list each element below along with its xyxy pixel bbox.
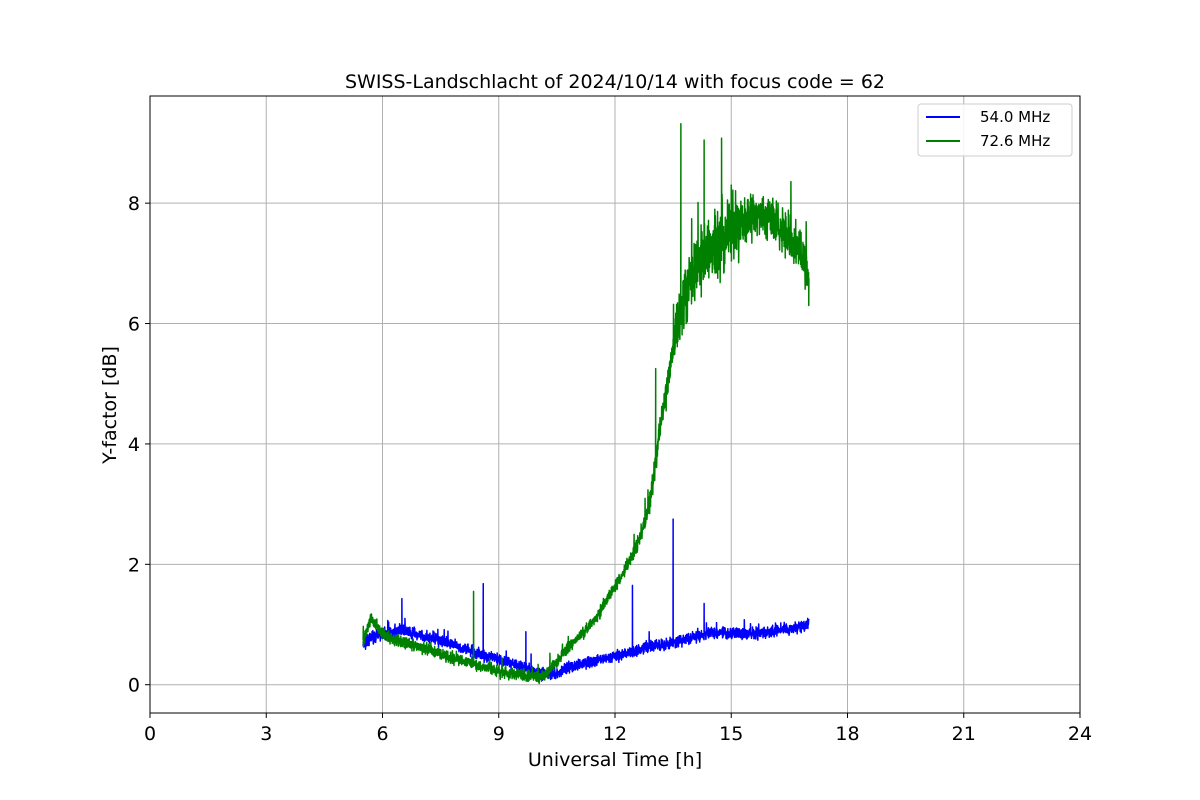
- y-tick-label: 4: [128, 434, 140, 456]
- legend-label: 72.6 MHz: [980, 132, 1050, 150]
- plot-series: [362, 122, 810, 685]
- x-tick-label: 21: [952, 723, 976, 745]
- y-axis-ticks: 0 2 4 6 8: [128, 193, 150, 697]
- y-tick-label: 6: [128, 314, 140, 336]
- x-axis-ticks: 0 3 6 9 12 15 18 21 24: [144, 713, 1092, 745]
- y-tick-label: 2: [128, 554, 140, 576]
- x-tick-label: 12: [603, 723, 627, 745]
- series-line-2: [362, 122, 810, 685]
- y-axis-label: Y-factor [dB]: [99, 346, 121, 465]
- y-tick-label: 0: [128, 675, 140, 697]
- x-tick-label: 6: [376, 723, 388, 745]
- x-tick-label: 3: [260, 723, 272, 745]
- x-tick-label: 24: [1068, 723, 1092, 745]
- x-tick-label: 15: [719, 723, 743, 745]
- grid-lines: [149, 96, 1081, 713]
- chart-title: SWISS-Landschlacht of 2024/10/14 with fo…: [345, 71, 885, 93]
- x-tick-label: 9: [493, 723, 505, 745]
- y-tick-label: 8: [128, 193, 140, 215]
- x-tick-label: 0: [144, 723, 156, 745]
- series-line-1: [362, 518, 810, 682]
- x-axis-label: Universal Time [h]: [528, 749, 702, 771]
- legend: 54.0 MHz 72.6 MHz: [917, 103, 1073, 157]
- x-tick-label: 18: [835, 723, 859, 745]
- legend-label: 54.0 MHz: [980, 108, 1050, 126]
